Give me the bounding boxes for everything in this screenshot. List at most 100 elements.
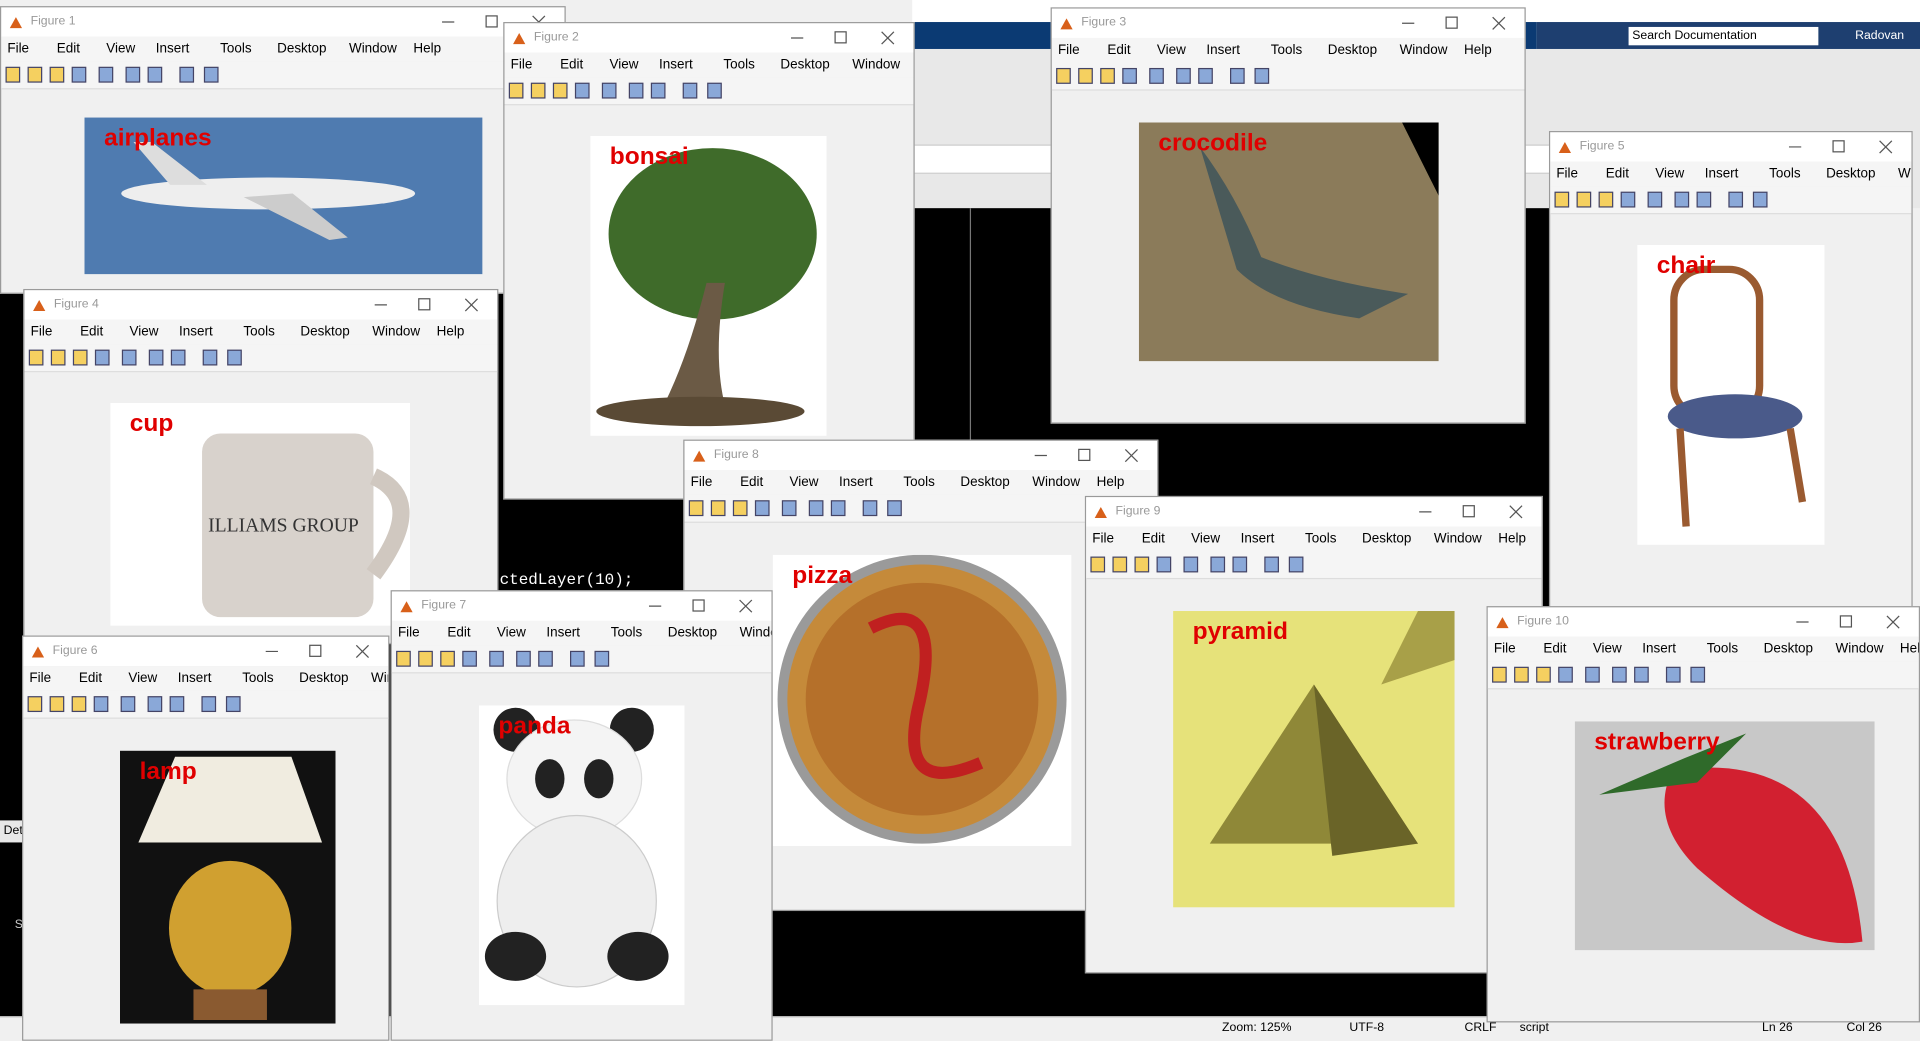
menu-item[interactable]: Insert [1240, 531, 1275, 547]
menu-item[interactable]: Help [1899, 641, 1920, 657]
menu-item[interactable]: File [690, 475, 713, 490]
menu-item[interactable]: Window [372, 324, 421, 340]
menu-item[interactable]: View [1156, 42, 1186, 58]
menu-item[interactable]: Tools [1305, 531, 1337, 547]
menu-item[interactable]: Window [1897, 166, 1911, 182]
menu-item[interactable]: Tools [1706, 641, 1739, 657]
window-title: Figure 10 [1517, 614, 1569, 629]
menu-item[interactable]: Tools [220, 41, 252, 57]
menu-item[interactable]: Insert [1206, 42, 1241, 58]
menu-item[interactable]: Window [371, 671, 388, 686]
menu-item[interactable]: Edit [78, 671, 103, 686]
toolbar-icons[interactable] [392, 645, 637, 672]
menu-item[interactable]: Help [1498, 531, 1526, 547]
menu-item[interactable]: File [30, 324, 53, 340]
menu-item[interactable]: Tools [243, 324, 275, 340]
menu-item[interactable]: View [609, 57, 639, 73]
menu-item[interactable]: View [789, 475, 819, 490]
menu-item[interactable]: Insert [1642, 641, 1676, 657]
menu-item[interactable]: Window [739, 625, 772, 641]
menu-item[interactable]: Tools [723, 57, 755, 73]
menu-item[interactable]: View [1191, 531, 1221, 547]
menu-item[interactable]: View [1655, 166, 1685, 182]
toolbar-icons[interactable] [684, 495, 929, 522]
menu-item[interactable]: Help [436, 324, 465, 340]
menu-item[interactable]: Help [1096, 475, 1125, 490]
menu-item[interactable]: Desktop [277, 41, 327, 57]
menu-item[interactable]: Desktop [1826, 166, 1876, 182]
menu-item[interactable]: Window [1433, 531, 1482, 547]
menu-item[interactable]: Edit [1141, 531, 1165, 547]
toolbar-icons[interactable] [1, 61, 246, 88]
menu-item[interactable]: View [106, 41, 136, 57]
menu-item[interactable]: Edit [1107, 42, 1131, 58]
menu-item[interactable]: Window [1835, 641, 1884, 657]
menu-item[interactable]: Tools [1769, 166, 1801, 182]
menu-item[interactable]: Tools [903, 475, 935, 490]
menu-item[interactable]: File [1493, 641, 1516, 657]
menu-item[interactable]: Desktop [667, 625, 718, 641]
menu-item[interactable]: Desktop [1763, 641, 1814, 657]
menu-item[interactable]: Insert [839, 475, 873, 490]
toolbar-icons[interactable] [1550, 186, 1795, 213]
menu-item[interactable]: Insert [1704, 166, 1739, 182]
toolbar-icons[interactable] [24, 344, 269, 371]
menu-item[interactable]: File [510, 57, 533, 73]
menu-item[interactable]: Insert [546, 625, 581, 641]
menu-item[interactable]: Tools [242, 671, 274, 686]
menu-item[interactable]: View [128, 671, 158, 686]
menu-item[interactable]: Desktop [960, 475, 1010, 490]
window-controls[interactable] [1412, 503, 1534, 520]
toolbar-icons[interactable] [1086, 551, 1331, 578]
menu-item[interactable]: Desktop [300, 324, 350, 340]
menu-item[interactable]: Insert [177, 671, 212, 686]
menu-item[interactable]: Edit [740, 475, 764, 490]
menu-item[interactable]: Edit [1543, 641, 1567, 657]
window-controls[interactable] [1027, 447, 1149, 464]
menu-item[interactable]: Window [852, 57, 901, 73]
window-controls[interactable] [642, 598, 764, 615]
menu-item[interactable]: Tools [610, 625, 643, 641]
menu-item[interactable]: File [1057, 42, 1080, 58]
menu-item[interactable]: Edit [1605, 166, 1630, 182]
menu-item[interactable]: File [397, 625, 420, 641]
menu-item[interactable]: File [29, 671, 52, 686]
menu-item[interactable]: Desktop [1361, 531, 1412, 547]
window-controls[interactable] [1789, 613, 1911, 630]
menu-item[interactable]: Insert [179, 324, 213, 340]
toolbar-icons[interactable] [1488, 661, 1733, 688]
menu-item[interactable]: Insert [155, 41, 190, 57]
menu-item[interactable]: Help [1463, 42, 1492, 58]
menu-item[interactable]: Window [1399, 42, 1448, 58]
menu-item[interactable]: File [1092, 531, 1114, 547]
toolbar-icons[interactable] [1052, 62, 1297, 89]
user-name[interactable]: Radovan [1855, 29, 1905, 43]
menu-item[interactable]: Window [348, 41, 397, 57]
menu-item[interactable]: Desktop [780, 57, 830, 73]
menu-item[interactable]: Edit [447, 625, 471, 641]
menu-item[interactable]: File [1556, 166, 1579, 182]
window-controls[interactable] [258, 643, 380, 660]
menu-item[interactable]: Insert [659, 57, 693, 73]
menu-item[interactable]: Tools [1270, 42, 1303, 58]
window-controls[interactable] [784, 29, 906, 46]
menu-item[interactable]: View [1592, 641, 1622, 657]
window-controls[interactable] [1395, 15, 1517, 32]
menu-item[interactable]: Edit [560, 57, 584, 73]
menu-item[interactable]: Desktop [1327, 42, 1378, 58]
window-controls[interactable] [1782, 138, 1904, 155]
window-controls[interactable] [367, 296, 489, 313]
menu-item[interactable]: View [129, 324, 159, 340]
menu-item[interactable]: Window [1032, 475, 1081, 490]
toolbar-icons[interactable] [23, 691, 268, 718]
menu-item[interactable]: File [7, 41, 30, 57]
menu-item[interactable]: Edit [56, 41, 81, 57]
menu-item[interactable]: Help [413, 41, 442, 57]
menu-item[interactable]: Desktop [299, 671, 349, 686]
panel-tab[interactable]: Det [0, 820, 29, 843]
menu-item[interactable]: Edit [80, 324, 104, 340]
toolbar-icons[interactable] [504, 77, 749, 104]
search-box[interactable]: Search Documentation [1628, 26, 1819, 46]
image-label: pizza [792, 562, 853, 589]
menu-item[interactable]: View [496, 625, 526, 641]
